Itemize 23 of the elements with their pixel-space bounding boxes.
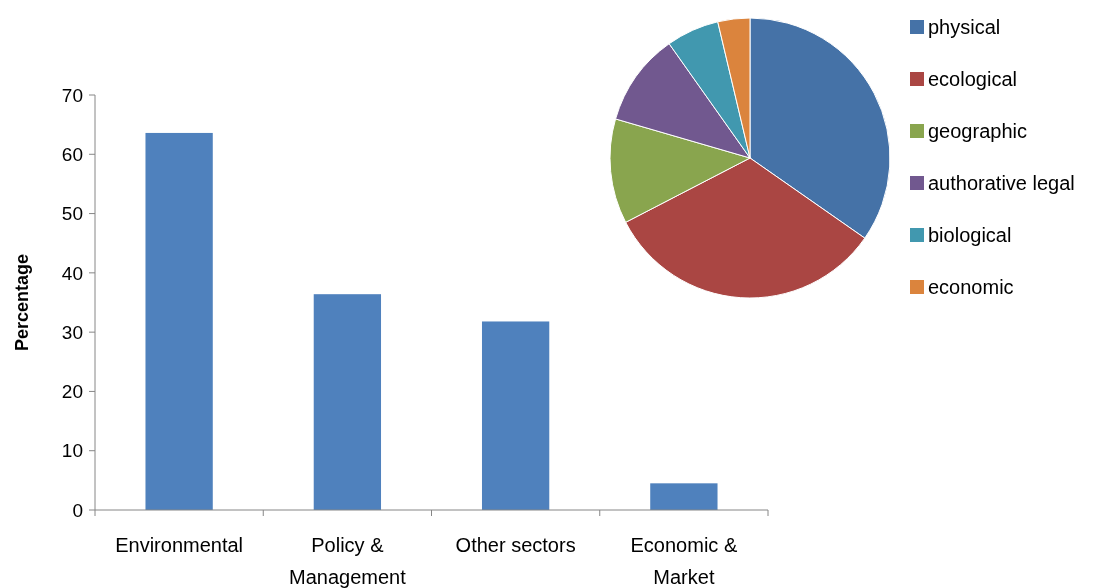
- y-tick-label: 10: [61, 440, 83, 462]
- x-tick-label: Economic & Market: [630, 534, 738, 588]
- legend-label: authorative legal: [928, 172, 1075, 194]
- y-tick-label: 40: [61, 262, 83, 284]
- bar: [313, 294, 382, 510]
- x-tick-label: Policy & Management: [289, 534, 407, 588]
- x-tick-label: Environmental: [115, 534, 244, 556]
- y-tick-label: 0: [72, 499, 83, 521]
- legend-label: biological: [928, 224, 1012, 246]
- legend-label: geographic: [928, 120, 1027, 142]
- legend-label: ecological: [928, 68, 1017, 90]
- y-tick-label: 60: [61, 143, 83, 165]
- bar: [481, 321, 550, 510]
- y-tick-label: 20: [61, 381, 83, 403]
- y-axis-title: Percentage: [12, 253, 32, 352]
- y-tick-label: 50: [61, 203, 83, 225]
- y-tick-label: 70: [61, 84, 83, 106]
- legend-label: economic: [928, 276, 1014, 298]
- y-tick-label: 30: [61, 321, 83, 343]
- bar: [145, 132, 213, 510]
- bar: [650, 483, 718, 510]
- x-tick-label: Other sectors: [455, 534, 576, 556]
- legend-label: physical: [928, 16, 1001, 38]
